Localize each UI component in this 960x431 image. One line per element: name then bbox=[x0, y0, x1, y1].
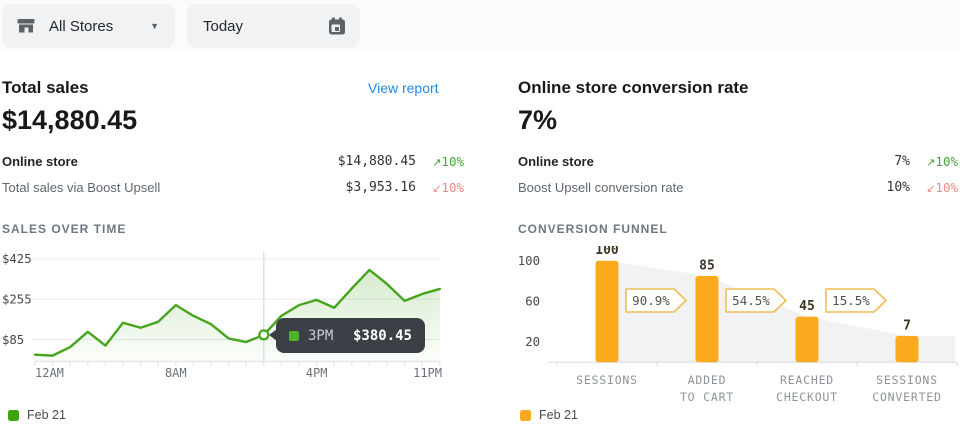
trend-up-arrow-icon: ↗ bbox=[926, 155, 936, 169]
metric-change-pct: 10% bbox=[441, 153, 464, 169]
metric-label: Total sales via Boost Upsell bbox=[2, 179, 161, 195]
metric-row-boost-upsell: Total sales via Boost Upsell $3,953.16 ↙… bbox=[2, 174, 464, 200]
calendar-icon bbox=[329, 17, 345, 35]
total-sales-panel: Total sales View report $14,880.45 Onlin… bbox=[2, 78, 464, 426]
funnel-bar-sessions[interactable] bbox=[595, 260, 619, 363]
sales-chart-legend: Feb 21 bbox=[8, 408, 66, 422]
metric-row-boost-upsell-rate: Boost Upsell conversion rate 10% ↙10% bbox=[518, 174, 958, 200]
x-axis-tick-label: 4PM bbox=[306, 366, 328, 380]
trend-down-arrow-icon: ↙ bbox=[926, 181, 936, 195]
conversion-rate-badge bbox=[825, 288, 887, 313]
funnel-bar-added-to-cart[interactable] bbox=[695, 275, 719, 363]
bar-value-label: 100 bbox=[595, 246, 619, 258]
conversion-rate-title: Online store conversion rate bbox=[518, 78, 749, 97]
conversion-rate-value: 54.5% bbox=[732, 293, 770, 308]
storefront-icon bbox=[17, 19, 35, 33]
legend-label: Feb 21 bbox=[27, 408, 66, 422]
metric-change-pct: 10% bbox=[935, 153, 958, 169]
metric-change-pct: 10% bbox=[441, 179, 464, 195]
tooltip-time: 3PM bbox=[308, 327, 334, 344]
sales-over-time-heading: SALES OVER TIME bbox=[2, 222, 127, 236]
category-label: ADDED TO CART bbox=[680, 373, 734, 404]
metric-change: ↙10% bbox=[416, 180, 464, 195]
sales-chart-tooltip: 3PM $380.45 bbox=[269, 318, 425, 353]
metric-value: 10% bbox=[886, 179, 910, 195]
conversion-rate-value: 90.9% bbox=[632, 293, 670, 308]
total-sales-breakdown: Online store $14,880.45 ↗10% Total sales… bbox=[2, 148, 464, 200]
trend-up-arrow-icon: ↗ bbox=[432, 155, 442, 169]
topbar: All Stores ▼ Today bbox=[0, 0, 960, 52]
conversion-breakdown: Online store 7% ↗10% Boost Upsell conver… bbox=[518, 148, 958, 200]
funnel-background-area bbox=[607, 260, 955, 363]
conversion-funnel-chart[interactable]: 20 60 100 100 SESSIONS 85 ADDED TO CART 45 REACHE… bbox=[518, 246, 958, 408]
metric-row-online-store-rate: Online store 7% ↗10% bbox=[518, 148, 958, 174]
store-selector-button[interactable]: All Stores ▼ bbox=[2, 4, 175, 48]
metric-value: 7% bbox=[894, 153, 910, 169]
date-selector-label: Today bbox=[203, 17, 244, 35]
bar-value-label: 85 bbox=[699, 258, 715, 273]
conversion-rate-value: 15.5% bbox=[832, 293, 870, 308]
sales-line bbox=[33, 268, 441, 357]
total-sales-value: $14,880.45 bbox=[2, 105, 138, 135]
metric-change: ↙10% bbox=[910, 180, 958, 195]
conversion-rate-badge bbox=[625, 288, 687, 313]
category-label: SESSIONS bbox=[576, 373, 638, 387]
x-axis-tick-label: 12AM bbox=[35, 366, 64, 380]
funnel-chart-legend: Feb 21 bbox=[520, 408, 578, 422]
metric-change-pct: 10% bbox=[935, 179, 958, 195]
y-axis-tick-label: 60 bbox=[525, 295, 540, 309]
metric-value: $14,880.45 bbox=[337, 153, 416, 169]
legend-swatch-green bbox=[8, 409, 19, 421]
metric-change: ↗10% bbox=[416, 154, 464, 169]
tooltip-series-swatch bbox=[289, 330, 299, 341]
y-axis-tick-label: $425 bbox=[2, 252, 32, 266]
total-sales-title: Total sales bbox=[2, 78, 89, 97]
y-axis-tick-label: 20 bbox=[525, 335, 540, 349]
conversion-rate-value: 7% bbox=[518, 105, 558, 135]
funnel-bar-sessions-converted[interactable] bbox=[895, 335, 919, 363]
funnel-bar-reached-checkout[interactable] bbox=[795, 316, 819, 363]
x-axis-tick-label: 8AM bbox=[165, 366, 187, 380]
legend-label: Feb 21 bbox=[539, 408, 578, 422]
metric-value: $3,953.16 bbox=[345, 179, 416, 195]
bar-value-label: 7 bbox=[903, 318, 911, 333]
hover-marker[interactable] bbox=[258, 329, 270, 341]
bar-value-label: 45 bbox=[799, 299, 815, 314]
sales-over-time-chart[interactable]: $85 $255 $425 12AM 8AM 4PM 11PM bbox=[2, 246, 464, 388]
store-selector-label: All Stores bbox=[49, 17, 114, 35]
metric-label: Online store bbox=[518, 153, 594, 169]
conversion-funnel-heading: CONVERSION FUNNEL bbox=[518, 222, 668, 236]
y-axis-tick-label: $85 bbox=[2, 333, 24, 347]
tooltip-value: $380.45 bbox=[352, 327, 412, 344]
metric-label: Online store bbox=[2, 153, 78, 169]
date-selector-button[interactable]: Today bbox=[187, 4, 360, 48]
y-axis-tick-label: $255 bbox=[2, 292, 32, 306]
y-axis-tick-label: 100 bbox=[518, 254, 540, 268]
conversion-rate-badge bbox=[725, 288, 787, 313]
x-axis-tick-label: 11PM bbox=[413, 366, 442, 380]
view-report-link[interactable]: View report bbox=[368, 80, 439, 96]
metric-row-online-store: Online store $14,880.45 ↗10% bbox=[2, 148, 464, 174]
legend-swatch-orange bbox=[520, 409, 531, 421]
chevron-down-icon: ▼ bbox=[150, 21, 159, 31]
metric-change: ↗10% bbox=[910, 154, 958, 169]
category-label: SESSIONS CONVERTED bbox=[872, 373, 942, 404]
trend-down-arrow-icon: ↙ bbox=[432, 181, 442, 195]
metric-label: Boost Upsell conversion rate bbox=[518, 179, 684, 195]
category-label: REACHED CHECKOUT bbox=[776, 373, 838, 404]
conversion-rate-panel: Online store conversion rate 7% Online s… bbox=[518, 78, 958, 426]
